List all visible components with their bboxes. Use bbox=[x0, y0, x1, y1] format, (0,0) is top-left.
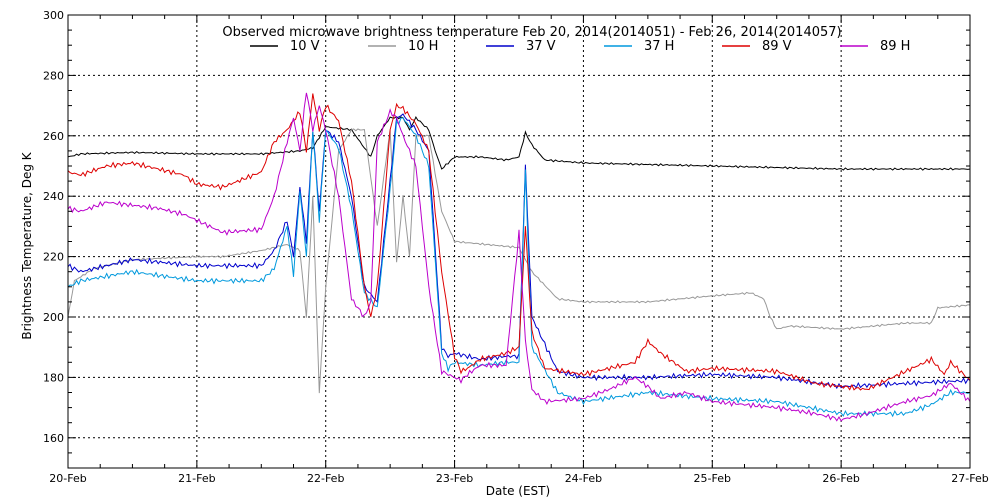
x-tick-label: 26-Feb bbox=[822, 472, 859, 485]
y-tick-label: 300 bbox=[43, 9, 64, 22]
y-tick-label: 180 bbox=[43, 371, 64, 384]
series-line-89-v bbox=[67, 93, 971, 391]
legend-label: 89 V bbox=[762, 39, 792, 54]
plot-frame bbox=[67, 14, 971, 469]
x-tick-label: 27-Feb bbox=[951, 472, 988, 485]
x-tick-label: 23-Feb bbox=[436, 472, 473, 485]
chart-title: Observed microwave brightness temperatur… bbox=[222, 25, 841, 40]
y-tick-labels: 160 180 200 220 240 260 280 300 bbox=[43, 9, 64, 445]
axis-ticks bbox=[67, 14, 971, 469]
series-line-10-h bbox=[67, 128, 971, 394]
legend-label: 89 H bbox=[880, 39, 910, 54]
series-line-37-h bbox=[67, 117, 971, 418]
series-line-10-v bbox=[67, 116, 971, 171]
legend-label: 10 V bbox=[290, 39, 320, 54]
x-tick-label: 20-Feb bbox=[49, 472, 86, 485]
series-line-89-h bbox=[67, 92, 971, 422]
y-tick-label: 200 bbox=[43, 311, 64, 324]
legend-label: 10 H bbox=[408, 39, 438, 54]
grid-lines bbox=[68, 15, 970, 468]
y-tick-label: 260 bbox=[43, 130, 64, 143]
x-tick-label: 21-Feb bbox=[178, 472, 215, 485]
x-tick-label: 25-Feb bbox=[694, 472, 731, 485]
y-tick-label: 280 bbox=[43, 69, 64, 82]
y-axis-title: Brightness Temperature, Deg K bbox=[20, 151, 34, 339]
y-tick-label: 160 bbox=[43, 432, 64, 445]
y-tick-label: 220 bbox=[43, 251, 64, 264]
legend-label: 37 H bbox=[644, 39, 674, 54]
legend: 10 V 10 H 37 V 37 H 89 V 89 H bbox=[250, 39, 910, 54]
series-lines bbox=[67, 92, 971, 422]
x-tick-labels: 20-Feb 21-Feb 22-Feb 23-Feb 24-Feb 25-Feb 26-F… bbox=[49, 472, 988, 485]
x-tick-label: 22-Feb bbox=[307, 472, 344, 485]
x-tick-label: 24-Feb bbox=[565, 472, 602, 485]
legend-label: 37 V bbox=[526, 39, 556, 54]
y-tick-label: 240 bbox=[43, 190, 64, 203]
x-axis-title: Date (EST) bbox=[486, 484, 550, 498]
